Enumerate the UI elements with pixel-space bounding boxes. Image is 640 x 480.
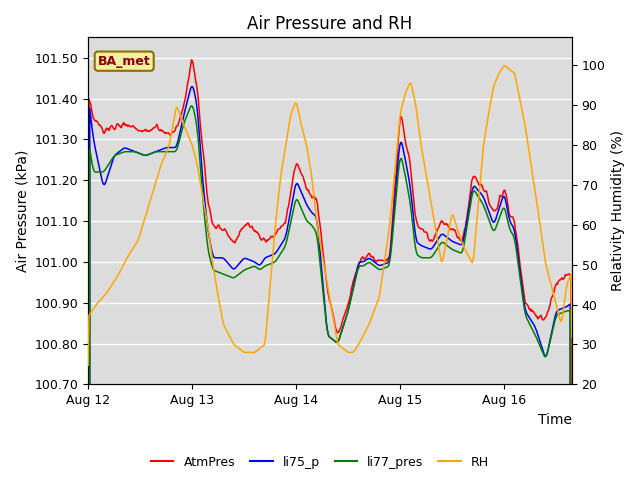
Text: BA_met: BA_met bbox=[98, 55, 150, 68]
X-axis label: Time: Time bbox=[538, 413, 572, 427]
Y-axis label: Air Pressure (kPa): Air Pressure (kPa) bbox=[15, 150, 29, 272]
Legend: AtmPres, li75_p, li77_pres, RH: AtmPres, li75_p, li77_pres, RH bbox=[146, 451, 494, 474]
Y-axis label: Relativity Humidity (%): Relativity Humidity (%) bbox=[611, 131, 625, 291]
Title: Air Pressure and RH: Air Pressure and RH bbox=[248, 15, 413, 33]
